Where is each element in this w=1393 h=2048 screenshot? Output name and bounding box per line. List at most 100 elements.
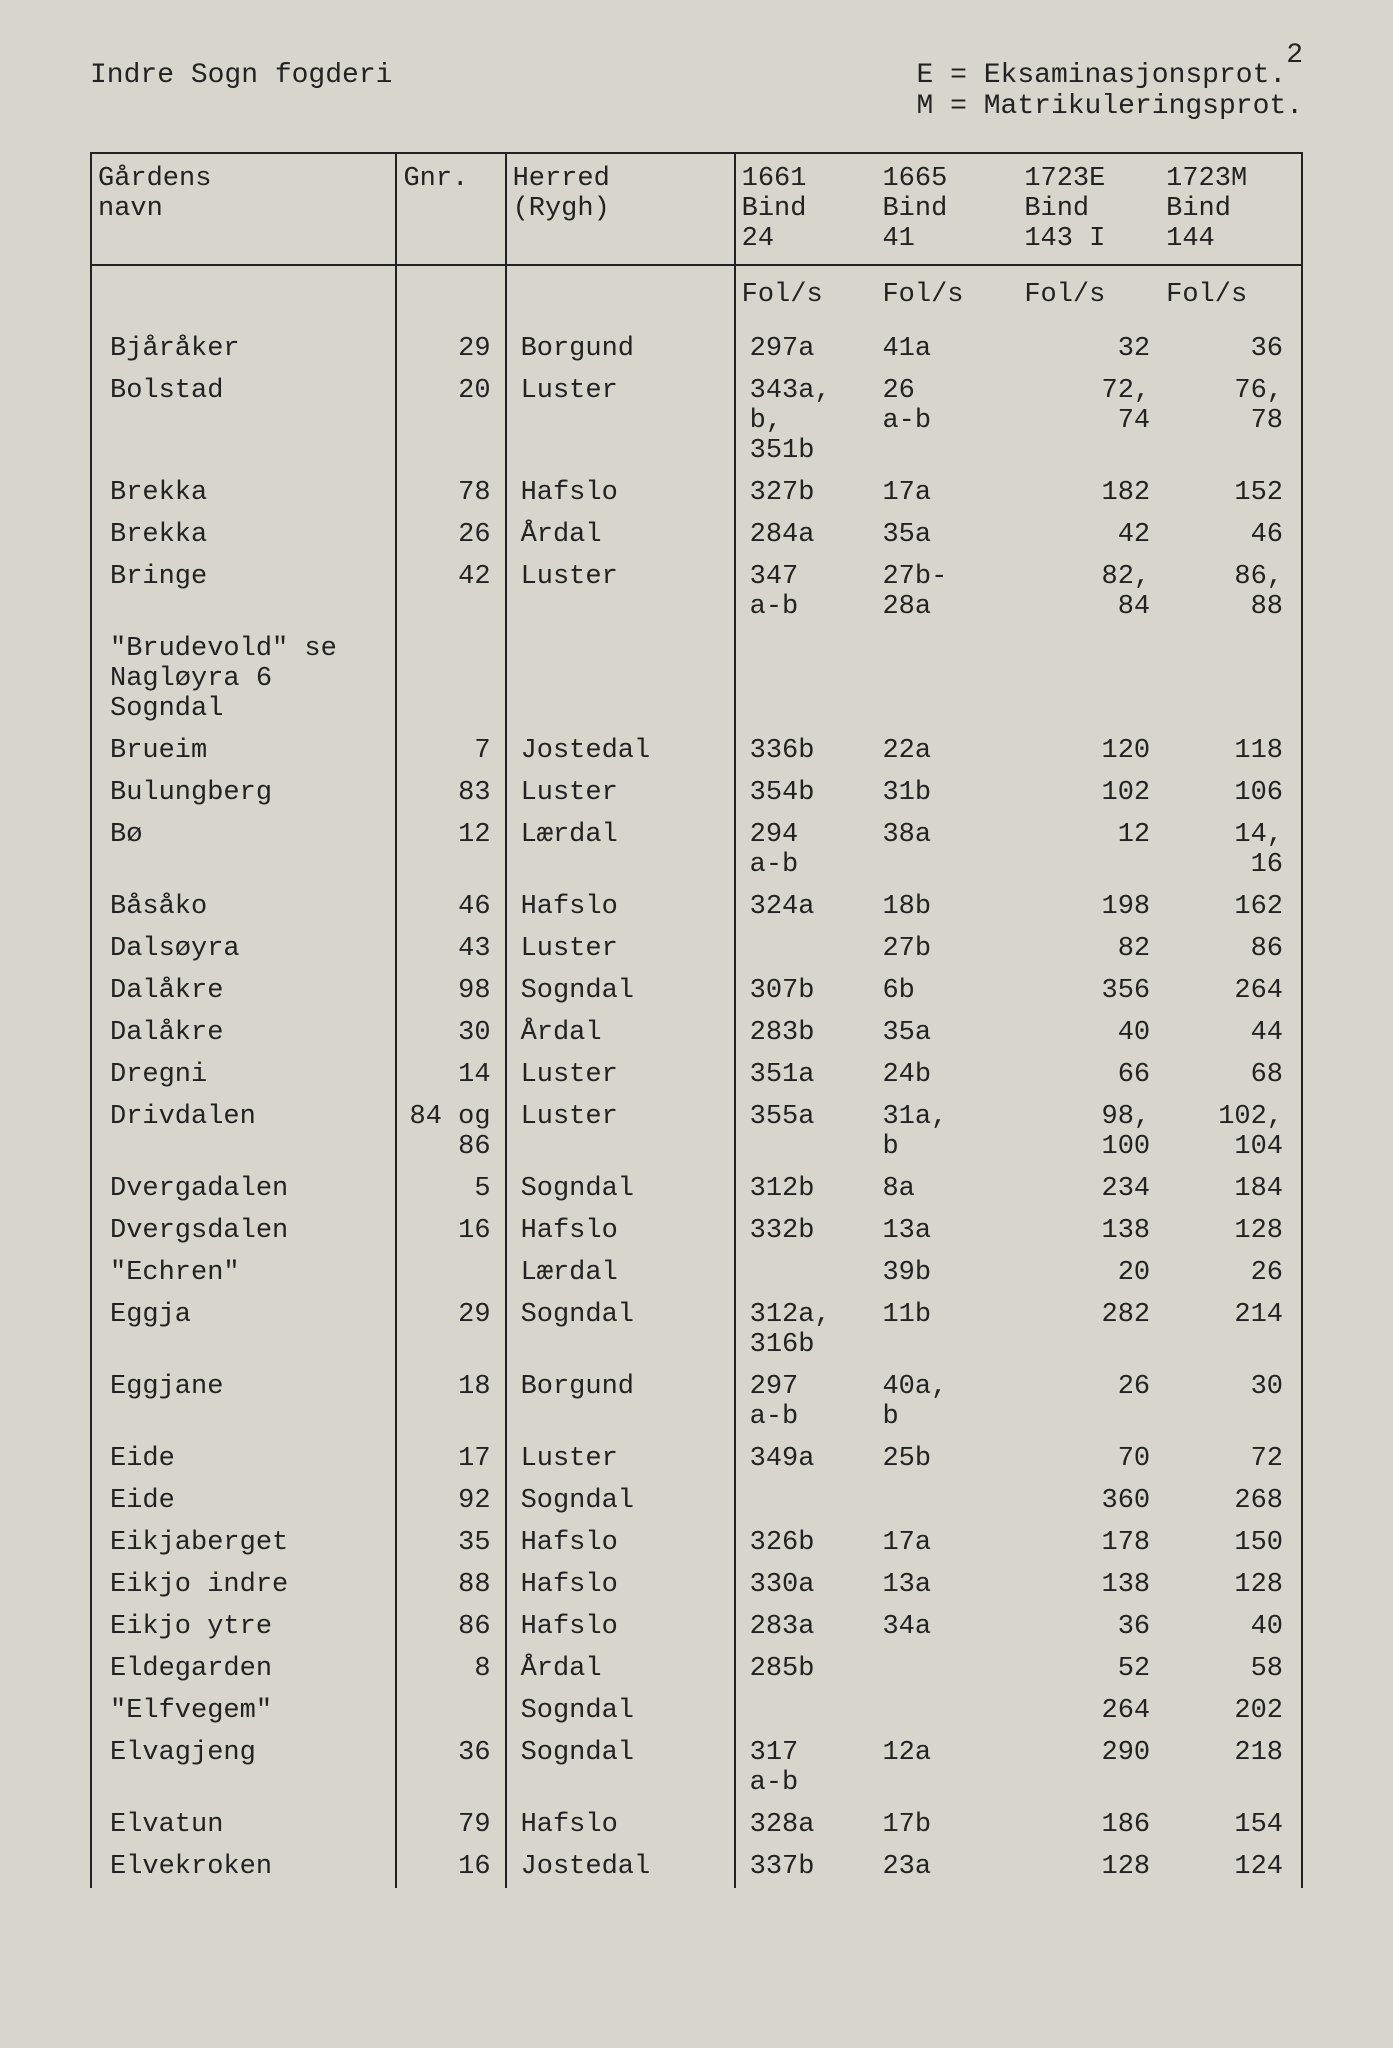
cell-1723m: 202 xyxy=(1160,1690,1302,1732)
cell-1723m: 162 xyxy=(1160,886,1302,928)
cell-1661: 307b xyxy=(735,970,877,1012)
cell-gnr: 42 xyxy=(396,556,505,628)
cell-1665: 41a xyxy=(876,328,1018,370)
cell-1661 xyxy=(735,1480,877,1522)
cell-1665: 17b xyxy=(876,1804,1018,1846)
cell-name: Bjåråker xyxy=(91,328,396,370)
cell-1665: 35a xyxy=(876,1012,1018,1054)
table-row: "Echren"Lærdal39b2026 xyxy=(91,1252,1302,1294)
table-row: Bø12Lærdal294 a-b38a1214, 16 xyxy=(91,814,1302,886)
cell-name: Brekka xyxy=(91,514,396,556)
cell-1723m: 124 xyxy=(1160,1846,1302,1888)
cell-name: Elvatun xyxy=(91,1804,396,1846)
cell-1665 xyxy=(876,1690,1018,1732)
cell-1723m: 264 xyxy=(1160,970,1302,1012)
cell-1665: 31a, b xyxy=(876,1096,1018,1168)
cell-name: Dalsøyra xyxy=(91,928,396,970)
cell-1665: 17a xyxy=(876,472,1018,514)
cell-1723e: 98, 100 xyxy=(1018,1096,1160,1168)
cell-name: Eide xyxy=(91,1480,396,1522)
sub-fols: Fol/s xyxy=(876,265,1018,328)
cell-herred: Årdal xyxy=(506,1648,735,1690)
sub-fols: Fol/s xyxy=(735,265,877,328)
cell-gnr: 79 xyxy=(396,1804,505,1846)
col-gnr: Gnr. xyxy=(396,153,505,265)
cell-1665: 25b xyxy=(876,1438,1018,1480)
cell-1661: 312a, 316b xyxy=(735,1294,877,1366)
sub-empty xyxy=(506,265,735,328)
table-header-row: Gårdens navn Gnr. Herred (Rygh) 1661 Bin… xyxy=(91,153,1302,265)
cell-1723m: 30 xyxy=(1160,1366,1302,1438)
cell-1661: 297 a-b xyxy=(735,1366,877,1438)
cell-1665: 22a xyxy=(876,730,1018,772)
cell-gnr: 16 xyxy=(396,1846,505,1888)
cell-herred: Årdal xyxy=(506,1012,735,1054)
cell-1723e: 82, 84 xyxy=(1018,556,1160,628)
cell-1723m: 14, 16 xyxy=(1160,814,1302,886)
cell-herred: Sogndal xyxy=(506,1294,735,1366)
table-row: Bolstad20Luster343a, b, 351b26 a-b72, 74… xyxy=(91,370,1302,472)
cell-herred: Hafslo xyxy=(506,1606,735,1648)
cell-1723e: 138 xyxy=(1018,1564,1160,1606)
cell-1723m: 128 xyxy=(1160,1210,1302,1252)
cell-1723e: 138 xyxy=(1018,1210,1160,1252)
cell-1661: 355a xyxy=(735,1096,877,1168)
table-row: Brekka26Årdal284a35a4246 xyxy=(91,514,1302,556)
col-1661: 1661 Bind 24 xyxy=(735,153,877,265)
cell-herred: Jostedal xyxy=(506,1846,735,1888)
cell-1661: 294 a-b xyxy=(735,814,877,886)
cell-herred: Hafslo xyxy=(506,1522,735,1564)
cell-gnr: 14 xyxy=(396,1054,505,1096)
cell-1661: 283a xyxy=(735,1606,877,1648)
cell-gnr: 36 xyxy=(396,1732,505,1804)
cell-1723e: 182 xyxy=(1018,472,1160,514)
cell-1723m: 40 xyxy=(1160,1606,1302,1648)
cell-name: Bringe xyxy=(91,556,396,628)
table-row: Båsåko46Hafslo324a18b198162 xyxy=(91,886,1302,928)
table-row: Elvagjeng36Sogndal317 a-b12a290218 xyxy=(91,1732,1302,1804)
cell-1665: 6b xyxy=(876,970,1018,1012)
cell-1723e: 26 xyxy=(1018,1366,1160,1438)
cell-1661: 328a xyxy=(735,1804,877,1846)
table-row: Dalsøyra43Luster27b8286 xyxy=(91,928,1302,970)
cell-herred: Borgund xyxy=(506,1366,735,1438)
cell-1661: 317 a-b xyxy=(735,1732,877,1804)
table-row: Eide17Luster349a25b7072 xyxy=(91,1438,1302,1480)
cell-gnr: 29 xyxy=(396,328,505,370)
cell-1665: 40a, b xyxy=(876,1366,1018,1438)
header-title: Indre Sogn fogderi xyxy=(90,60,392,122)
table-row: Elvekroken16Jostedal337b23a128124 xyxy=(91,1846,1302,1888)
cell-herred: Luster xyxy=(506,772,735,814)
table-body: Bjåråker29Borgund297a41a3236Bolstad20Lus… xyxy=(91,328,1302,1888)
cell-1665: 27b xyxy=(876,928,1018,970)
cell-1723e: 72, 74 xyxy=(1018,370,1160,472)
cell-1723m: 218 xyxy=(1160,1732,1302,1804)
cell-name: Båsåko xyxy=(91,886,396,928)
cell-gnr: 29 xyxy=(396,1294,505,1366)
cell-gnr: 12 xyxy=(396,814,505,886)
col-1723m: 1723M Bind 144 xyxy=(1160,153,1302,265)
page-number: 2 xyxy=(1286,40,1303,71)
cell-gnr: 78 xyxy=(396,472,505,514)
cell-1661: 343a, b, 351b xyxy=(735,370,877,472)
cell-1723m: 152 xyxy=(1160,472,1302,514)
cell-herred: Sogndal xyxy=(506,970,735,1012)
cell-1723e: 70 xyxy=(1018,1438,1160,1480)
table-row: Elvatun79Hafslo328a17b186154 xyxy=(91,1804,1302,1846)
table-row: Eikjaberget35Hafslo326b17a178150 xyxy=(91,1522,1302,1564)
cell-name: Dvergadalen xyxy=(91,1168,396,1210)
cell-gnr: 46 xyxy=(396,886,505,928)
cell-1661: 326b xyxy=(735,1522,877,1564)
cell-herred: Sogndal xyxy=(506,1690,735,1732)
cell-herred: Luster xyxy=(506,556,735,628)
cell-1723m: 214 xyxy=(1160,1294,1302,1366)
cell-name: Elvekroken xyxy=(91,1846,396,1888)
cell-herred: Luster xyxy=(506,1438,735,1480)
cell-1723e: 36 xyxy=(1018,1606,1160,1648)
cell-gnr: 43 xyxy=(396,928,505,970)
cell-1723e: 186 xyxy=(1018,1804,1160,1846)
table-row: Eide92Sogndal360268 xyxy=(91,1480,1302,1522)
cell-1723m: 72 xyxy=(1160,1438,1302,1480)
cell-1723m: 26 xyxy=(1160,1252,1302,1294)
cell-1665: 38a xyxy=(876,814,1018,886)
